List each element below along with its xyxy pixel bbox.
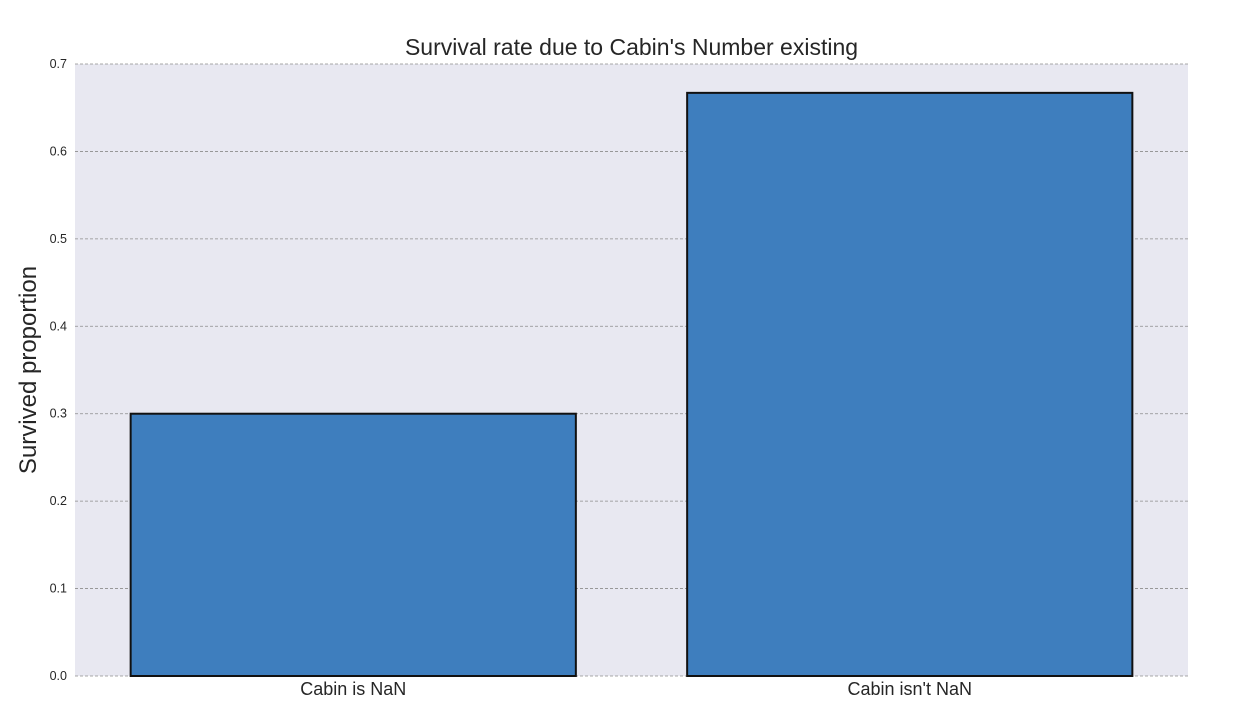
- bars: [129, 91, 1134, 677]
- y-tick-label: 0.6: [50, 144, 67, 158]
- y-tick-label: 0.1: [50, 582, 67, 596]
- y-tick-label: 0.0: [50, 669, 67, 683]
- y-tick-label: 0.7: [50, 57, 67, 71]
- y-tick-label: 0.3: [50, 407, 67, 421]
- x-tick-label: Cabin isn't NaN: [848, 679, 973, 699]
- y-tick-label: 0.4: [50, 319, 67, 333]
- y-axis-label: Survived proportion: [15, 266, 42, 474]
- y-tick-label: 0.2: [50, 494, 67, 508]
- y-tick-label: 0.5: [50, 232, 67, 246]
- y-axis-ticks: 0.0 0.1 0.2 0.3 0.4 0.5 0.6 0.7: [50, 57, 67, 683]
- chart-title: Survival rate due to Cabin's Number exis…: [405, 34, 858, 60]
- x-axis-ticks: Cabin is NaN Cabin isn't NaN: [300, 679, 972, 699]
- x-tick-label: Cabin is NaN: [300, 679, 406, 699]
- bar: [686, 91, 1134, 677]
- bar: [129, 412, 577, 677]
